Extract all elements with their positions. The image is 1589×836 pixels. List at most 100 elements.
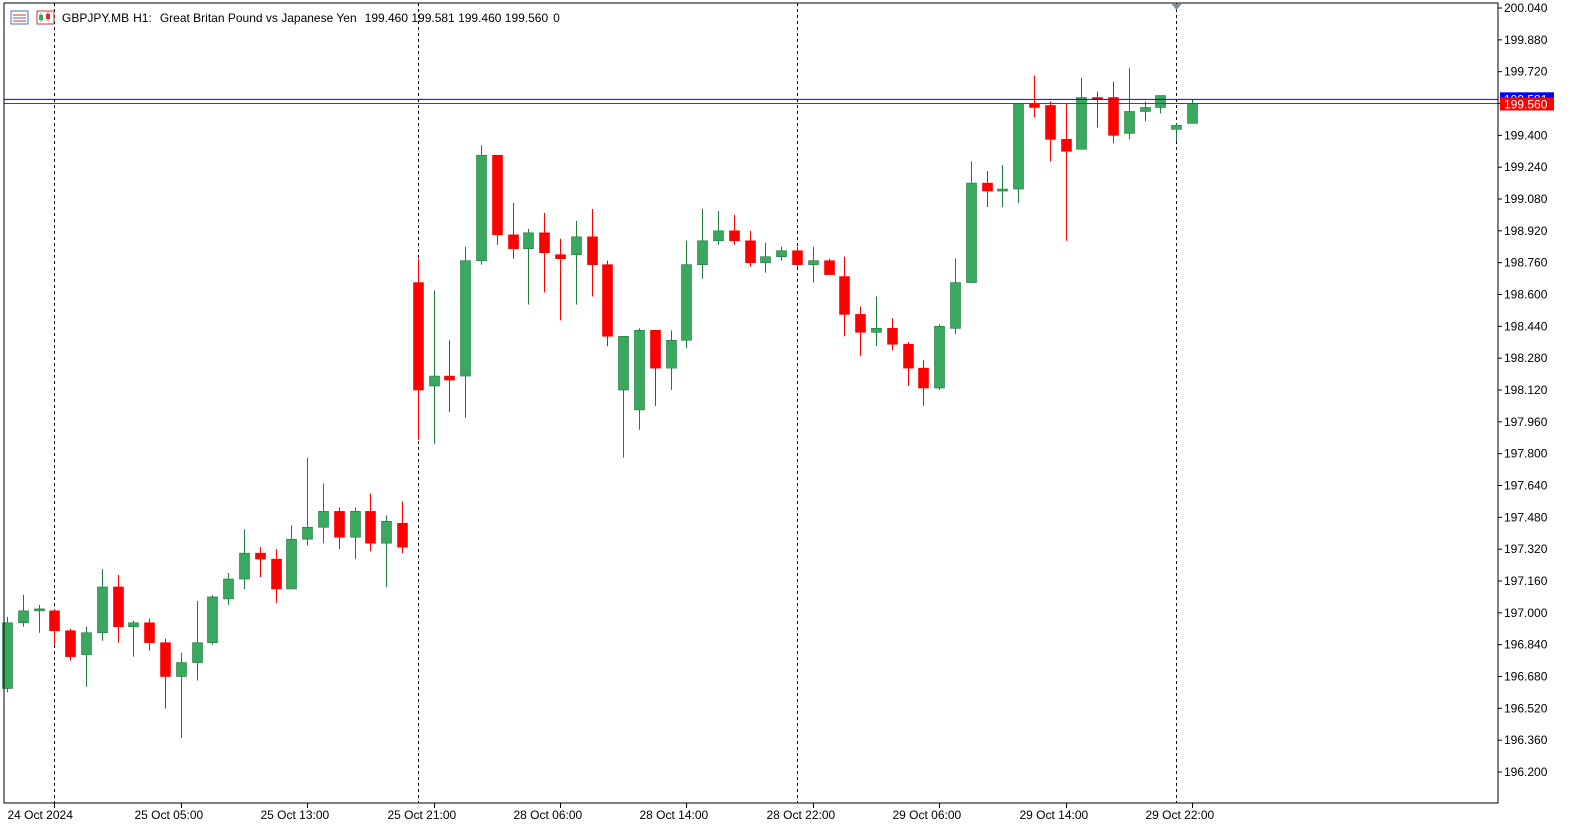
y-tick-label: 198.280 bbox=[1504, 351, 1548, 365]
y-tick-label: 196.360 bbox=[1504, 733, 1548, 747]
candle bbox=[618, 335, 629, 458]
candle-body-bull bbox=[713, 230, 724, 242]
candle-body-bull bbox=[697, 240, 708, 265]
y-tick-label: 196.520 bbox=[1504, 701, 1548, 715]
candle-body-bear bbox=[1061, 139, 1072, 152]
candle-body-bear bbox=[792, 250, 803, 265]
candle-body-bear bbox=[113, 586, 124, 628]
candle bbox=[492, 154, 503, 245]
candle-body-bear bbox=[555, 254, 566, 259]
y-tick-label: 196.680 bbox=[1504, 670, 1548, 684]
x-tick-label: 25 Oct 21:00 bbox=[388, 808, 457, 822]
candle-body-bear bbox=[397, 523, 408, 548]
candle-body-bull bbox=[997, 188, 1008, 192]
candle bbox=[49, 608, 60, 645]
candle-body-bear bbox=[508, 234, 519, 250]
candle bbox=[1171, 123, 1182, 142]
candle bbox=[476, 145, 487, 265]
y-tick-label: 197.960 bbox=[1504, 415, 1548, 429]
candle bbox=[1061, 103, 1072, 241]
candle-body-bull bbox=[571, 236, 582, 256]
candle bbox=[255, 547, 266, 578]
candle-body-bull bbox=[760, 256, 771, 263]
candle bbox=[97, 569, 108, 641]
y-tick-label: 197.320 bbox=[1504, 542, 1548, 556]
y-tick-label: 199.400 bbox=[1504, 128, 1548, 142]
candle-body-bear bbox=[1108, 97, 1119, 136]
candle bbox=[602, 260, 613, 347]
timeframe: H1: bbox=[133, 11, 152, 25]
y-tick-label: 197.640 bbox=[1504, 479, 1548, 493]
candle-body-bull bbox=[966, 182, 977, 283]
y-tick-label: 197.160 bbox=[1504, 574, 1548, 588]
candle bbox=[113, 575, 124, 643]
candle bbox=[808, 246, 819, 283]
candle bbox=[176, 652, 187, 739]
x-tick-label: 29 Oct 14:00 bbox=[1020, 808, 1089, 822]
y-tick-label: 199.240 bbox=[1504, 160, 1548, 174]
y-tick-label: 199.080 bbox=[1504, 192, 1548, 206]
candle-body-bull bbox=[666, 339, 677, 369]
candle bbox=[745, 230, 756, 267]
candle bbox=[523, 228, 534, 305]
candle bbox=[650, 330, 661, 406]
candle-body-bear bbox=[255, 552, 266, 560]
candle-body-bull bbox=[523, 232, 534, 250]
y-tick-label: 197.000 bbox=[1504, 606, 1548, 620]
plot-frame bbox=[3, 2, 1499, 804]
candle-body-bull bbox=[207, 596, 218, 643]
x-tick-label: 25 Oct 05:00 bbox=[135, 808, 204, 822]
candle-body-bull bbox=[97, 586, 108, 634]
candle-body-bull bbox=[381, 521, 392, 544]
candle-body-bull bbox=[1187, 103, 1198, 124]
y-tick-label: 197.480 bbox=[1504, 510, 1548, 524]
candle bbox=[429, 290, 440, 444]
candle-body-bull bbox=[476, 154, 487, 261]
candle-body-bull bbox=[81, 632, 92, 655]
candle-body-bull bbox=[1155, 95, 1166, 108]
candle bbox=[81, 626, 92, 687]
candle-body-bear bbox=[903, 343, 914, 369]
chart-window-icon bbox=[10, 10, 29, 25]
x-tick-label: 28 Oct 06:00 bbox=[514, 808, 583, 822]
candle bbox=[681, 240, 692, 349]
candle bbox=[824, 258, 835, 275]
candle bbox=[1045, 101, 1056, 162]
candle bbox=[839, 256, 850, 337]
candle bbox=[286, 525, 297, 590]
candle-body-bear bbox=[1045, 105, 1056, 140]
candle-body-bull bbox=[871, 328, 882, 333]
candle bbox=[508, 202, 519, 259]
candle-body-bull bbox=[934, 326, 945, 389]
candle bbox=[634, 328, 645, 430]
chart-header: GBPJPY.MB H1: Great Britan Pound vs Japane… bbox=[10, 10, 560, 25]
candle-body-bull bbox=[1076, 97, 1087, 150]
candle bbox=[587, 208, 598, 297]
candle-body-bull bbox=[286, 538, 297, 590]
candle bbox=[982, 171, 993, 207]
candle bbox=[18, 594, 29, 627]
candle-body-bull bbox=[176, 662, 187, 677]
candle bbox=[855, 306, 866, 357]
candle-body-bull bbox=[18, 610, 29, 624]
y-tick-label: 200.040 bbox=[1504, 1, 1548, 15]
candle-body-bear bbox=[160, 642, 171, 677]
candle bbox=[397, 501, 408, 554]
bid-price-label: 199.560 bbox=[1504, 98, 1548, 112]
ohlc-values: 199.460 199.581 199.460 199.560 bbox=[365, 11, 549, 25]
candle-body-bull bbox=[950, 282, 961, 329]
candle-body-bull bbox=[1124, 111, 1135, 134]
candle-body-bear bbox=[982, 182, 993, 192]
candle-body-bear bbox=[887, 328, 898, 345]
y-tick-label: 199.880 bbox=[1504, 33, 1548, 47]
x-tick-label: 29 Oct 22:00 bbox=[1146, 808, 1215, 822]
candle bbox=[1108, 81, 1119, 144]
candle bbox=[1076, 77, 1087, 150]
candle-body-bear bbox=[1029, 103, 1040, 108]
y-tick-label: 198.760 bbox=[1504, 256, 1548, 270]
candle bbox=[918, 360, 929, 406]
candle-body-bull bbox=[681, 264, 692, 341]
candle-body-bear bbox=[49, 610, 60, 632]
candle bbox=[666, 330, 677, 390]
